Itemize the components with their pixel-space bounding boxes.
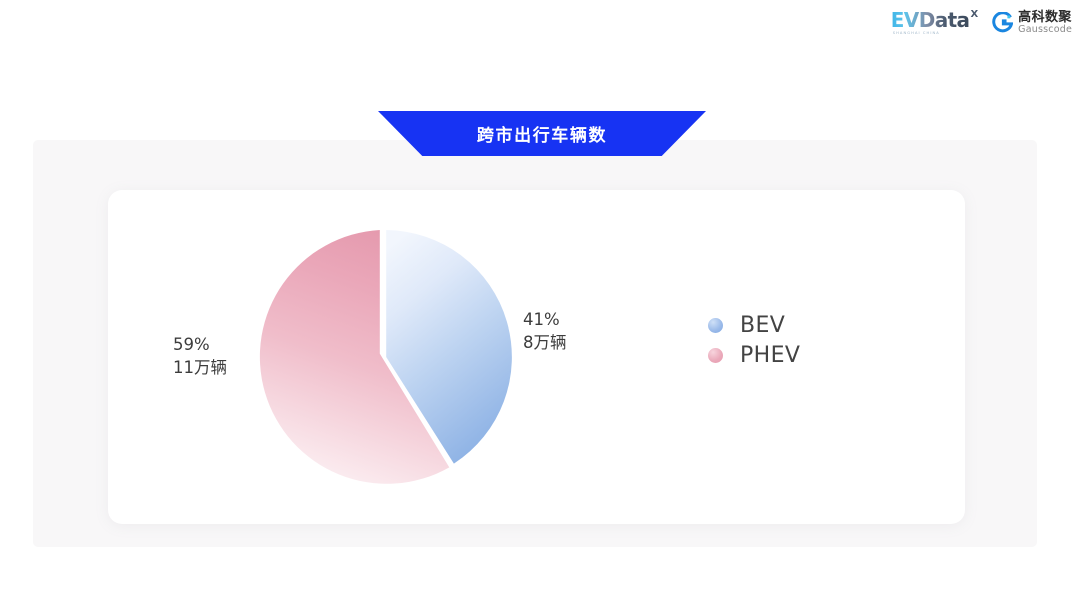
gausscode-logo: 高科数聚 Gausscode <box>992 11 1072 35</box>
slice-label-phev-percent: 59% <box>173 335 210 354</box>
evdata-logo-subtitle: SHANGHAI CHINA <box>892 31 940 35</box>
evdata-logo-text: EVData <box>890 8 970 32</box>
page-title: 跨市出行车辆数 <box>476 126 608 146</box>
slice-label-bev-value: 8万辆 <box>523 333 567 353</box>
gausscode-name-cn: 高科数聚 <box>1018 9 1072 25</box>
legend-dot-bev-icon <box>708 317 723 333</box>
legend-item-phev[interactable]: PHEV <box>708 340 800 370</box>
slice-label-bev-percent: 41% <box>523 310 560 329</box>
pie-chart: 41% 8万辆 59% 11万辆 BEV PHEV <box>108 190 965 524</box>
chart-card: 41% 8万辆 59% 11万辆 BEV PHEV <box>108 190 965 524</box>
legend-dot-phev-icon <box>708 347 723 363</box>
pie-slice-bev <box>386 230 512 464</box>
pie-graphic <box>253 227 513 487</box>
section-title-banner: 跨市出行车辆数 <box>378 111 706 156</box>
evdata-wordmark: EVData X <box>890 8 979 32</box>
legend-label-bev: BEV <box>740 312 786 338</box>
legend-label-phev: PHEV <box>740 342 801 368</box>
evdata-superscript-x: X <box>970 9 979 20</box>
slice-label-phev-value: 11万辆 <box>173 358 227 378</box>
logo-bar: EVData X SHANGHAI CHINA 高科数聚 Gausscode <box>890 8 1072 35</box>
pie-svg <box>259 230 512 484</box>
legend-item-bev[interactable]: BEV <box>708 310 800 340</box>
pie-slice-phev <box>259 230 450 484</box>
evdata-logo: EVData X SHANGHAI CHINA <box>890 8 979 35</box>
gausscode-text: 高科数聚 Gausscode <box>1018 11 1072 35</box>
g-circle-icon <box>992 12 1014 33</box>
slice-label-phev: 59% 11万辆 <box>173 333 227 380</box>
slice-label-bev: 41% 8万辆 <box>523 308 567 355</box>
chart-legend: BEV PHEV <box>708 310 800 370</box>
gausscode-name-en: Gausscode <box>1018 23 1072 35</box>
